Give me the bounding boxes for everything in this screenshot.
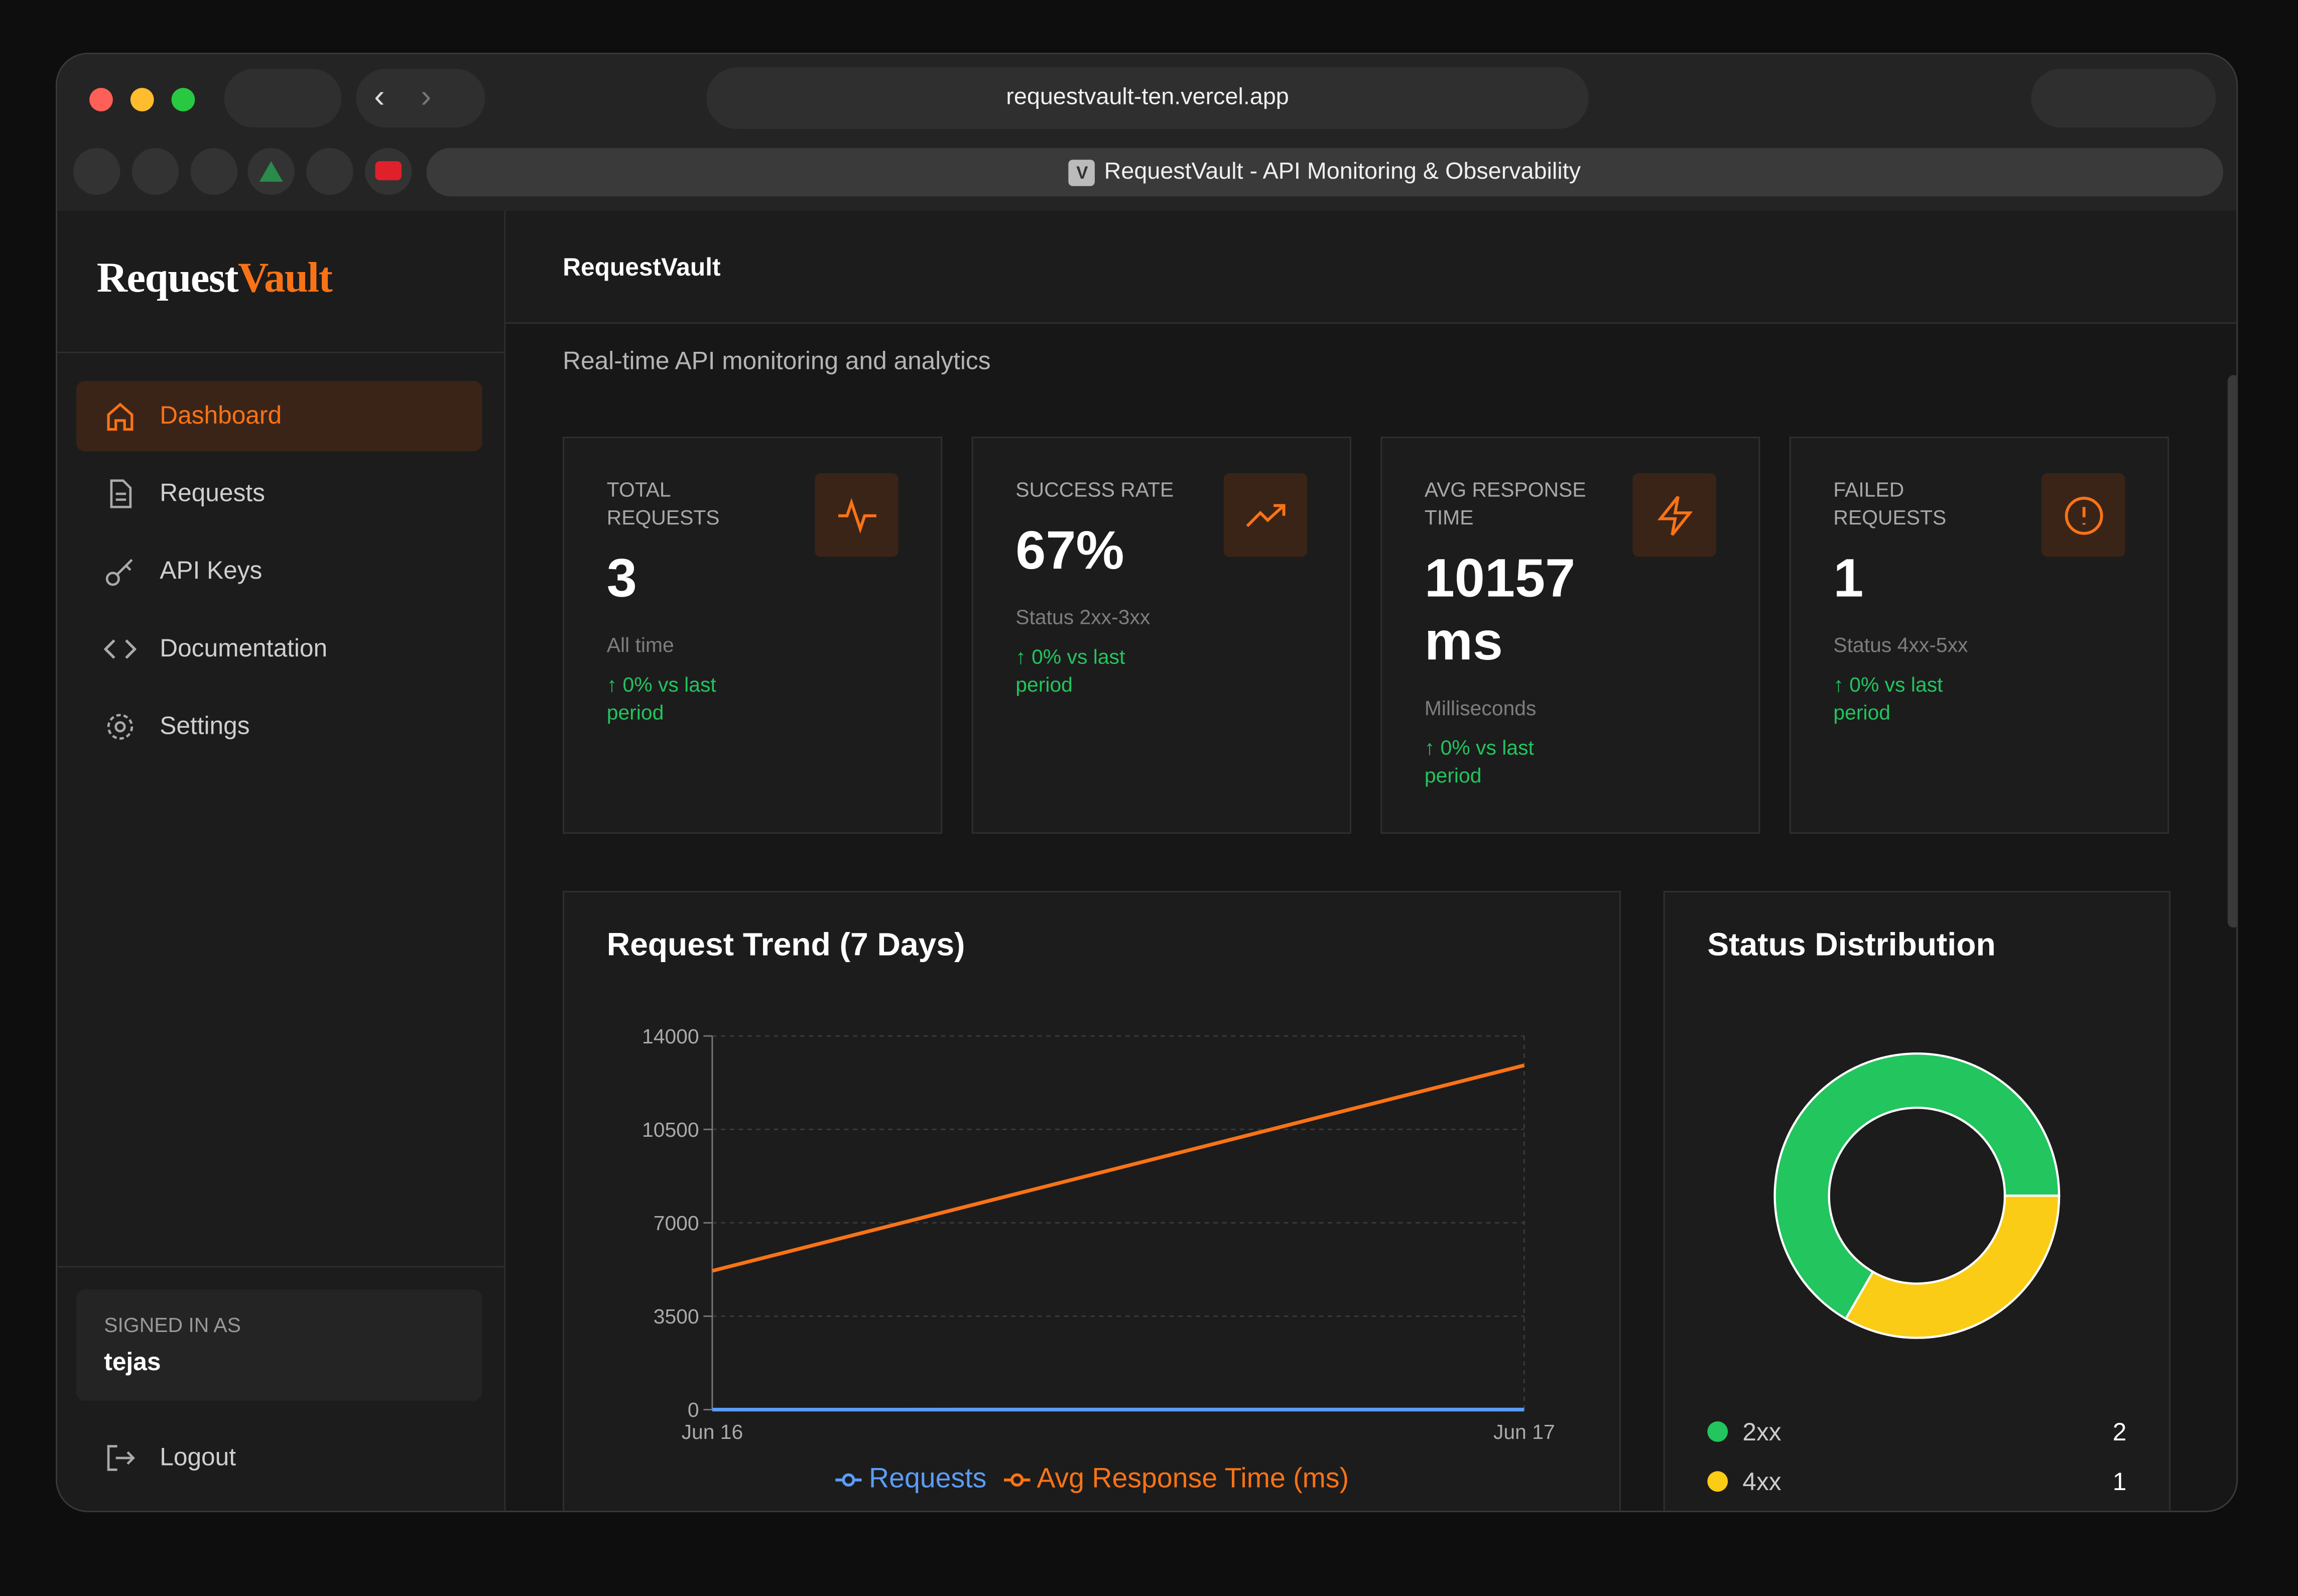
chart-title: Request Trend (7 Days) [607, 926, 965, 963]
y-tick-label: 10500 [642, 1118, 699, 1141]
stat-caption: Milliseconds [1424, 696, 1537, 720]
url: requestvault-ten.vercel.app [1006, 85, 1289, 110]
legend-label: 4xx [1742, 1468, 1781, 1496]
sidebar: RequestVault Dashboard Requests API Keys… [57, 211, 506, 1511]
x-tick-label: Jun 16 [682, 1420, 743, 1443]
stat-label: TOTAL REQUESTS [606, 477, 720, 529]
nav-label: Requests [160, 479, 265, 507]
chart-title: Status Distribution [1707, 926, 1995, 963]
legend-value: 2 [2113, 1418, 2127, 1446]
stat-label: FAILED REQUESTS [1833, 477, 1947, 529]
stat-value: 10157 ms [1424, 548, 1576, 672]
stat-card: TOTAL REQUESTS 3 All time ↑ 0% vs last p… [563, 437, 943, 834]
stat-value: 1 [1833, 548, 1864, 608]
stat-value: 3 [606, 548, 637, 608]
subtitle: Real-time API monitoring and analytics [563, 347, 991, 375]
nav-label: API Keys [160, 557, 263, 585]
scrollbar[interactable] [2227, 375, 2237, 928]
stat-label: SUCCESS RATE [1015, 477, 1174, 501]
user-box: SIGNED IN AS tejas [76, 1289, 482, 1401]
nav-item[interactable]: API Keys [76, 537, 482, 607]
stat-caption: All time [606, 633, 674, 656]
tab[interactable]: V RequestVault - API Monitoring & Observa… [426, 148, 2224, 197]
stat-card: SUCCESS RATE 67% Status 2xx-3xx ↑ 0% vs … [971, 437, 1351, 834]
legend-item[interactable]: Avg Response Time (ms) [1004, 1464, 1349, 1496]
pie-chart: Status Distribution 2xx 2 4xx 1 [1707, 926, 2127, 1496]
stat-change: ↑ 0% vs last period [1424, 735, 1534, 787]
pie-slice [1844, 1194, 2061, 1339]
tab-title: RequestVault - API Monitoring & Observab… [1104, 160, 1581, 185]
favorite-icons[interactable] [69, 145, 421, 198]
legend-label: Avg Response Time (ms) [1037, 1464, 1349, 1495]
pie-slice [1773, 1052, 2061, 1320]
nav-label: Documentation [160, 634, 328, 662]
series-line [712, 1063, 1525, 1273]
stat-caption: Status 2xx-3xx [1015, 605, 1151, 629]
stat-caption: Status 4xx-5xx [1833, 633, 1968, 656]
nav-label: Dashboard [160, 401, 282, 430]
y-tick-label: 14000 [642, 1025, 699, 1048]
logout[interactable]: Logout [76, 1423, 482, 1493]
stat-icon [815, 473, 899, 557]
nav-label: Settings [160, 712, 250, 740]
browser-window: ‹ › requestvault-ten.vercel.app V Request… [55, 53, 2238, 1513]
stat-change: ↑ 0% vs last period [606, 673, 716, 724]
legend-dot [1707, 1471, 1728, 1492]
legend-icon [835, 1473, 861, 1487]
nav-item[interactable]: Requests [76, 459, 482, 529]
stat-card: AVG RESPONSE TIME 10157 ms Milliseconds … [1380, 437, 1760, 834]
legend-dot [1707, 1421, 1728, 1442]
username: tejas [104, 1348, 161, 1376]
header-title: RequestVault [563, 253, 721, 282]
stat-icon [1223, 473, 1308, 557]
favorites-bar [69, 145, 421, 198]
y-tick-label: 7000 [654, 1212, 699, 1235]
nav-item[interactable]: Dashboard [76, 381, 482, 452]
stat-value: 67% [1015, 520, 1124, 581]
close-button[interactable] [89, 88, 113, 111]
nav-item[interactable]: Settings [76, 692, 482, 762]
x-tick-label: Jun 17 [1493, 1420, 1555, 1443]
legend-item[interactable]: Requests [835, 1464, 986, 1496]
stat-card: FAILED REQUESTS 1 Status 4xx-5xx ↑ 0% vs… [1789, 437, 2169, 834]
status-panel: Status Distribution 2xx 2 4xx 1 [1663, 891, 2171, 1511]
logout-label: Logout [160, 1443, 236, 1472]
brand[interactable]: RequestVault [96, 255, 333, 303]
legend-value: 1 [2113, 1468, 2127, 1496]
stat-label: AVG RESPONSE TIME [1424, 477, 1586, 529]
brand-part: Request [96, 255, 239, 302]
brand-part: Vault [238, 255, 333, 302]
trend-panel: Request Trend (7 Days) 0 3500 7000 10500 140… [563, 891, 1621, 1511]
minimize-button[interactable] [130, 88, 154, 111]
header: RequestVault [505, 211, 2237, 324]
toolbar-actions[interactable] [2031, 69, 2216, 128]
y-tick-label: 3500 [654, 1305, 699, 1328]
zoom-button[interactable] [171, 88, 195, 111]
sidebar-toggle[interactable] [224, 69, 342, 128]
tab-icon: V [1069, 159, 1096, 186]
signed-in-label: SIGNED IN AS [104, 1312, 241, 1337]
divider [57, 1266, 504, 1268]
stat-icon [1632, 473, 1716, 557]
nav-item[interactable]: Documentation [76, 614, 482, 684]
legend-icon [1004, 1473, 1031, 1487]
legend-label: Requests [869, 1464, 987, 1495]
y-tick-label: 0 [688, 1398, 699, 1421]
stat-change: ↑ 0% vs last period [1833, 673, 1943, 724]
address-bar[interactable]: requestvault-ten.vercel.app [706, 67, 1589, 129]
stat-change: ↑ 0% vs last period [1015, 644, 1125, 696]
line-chart: Request Trend (7 Days) 0 3500 7000 10500 140… [607, 926, 1555, 1443]
stat-icon [2041, 473, 2125, 557]
legend: Requests Avg Response Time (ms) [564, 1464, 1619, 1496]
divider [57, 351, 504, 353]
nav-buttons[interactable]: ‹ › [356, 69, 485, 128]
legend-label: 2xx [1742, 1418, 1781, 1446]
